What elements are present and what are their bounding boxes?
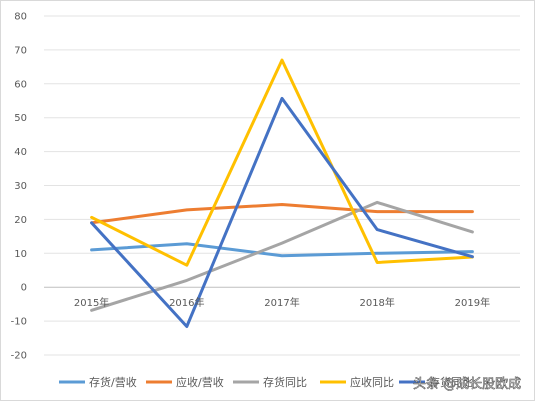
series-line-5 [90,96,474,328]
y-tick-label: 70 [14,45,27,56]
y-tick-label: 40 [14,147,27,158]
y-tick-label: 50 [14,113,27,124]
y-tick-label: -20 [11,351,27,362]
series-line-1 [90,242,474,258]
series-line-4 [90,58,474,267]
series-lines [90,58,474,328]
y-tick-label: 30 [14,181,27,192]
x-axis-category-labels: 2015年 2016年 2017年 2018年 2019年 [74,296,490,309]
y-tick-label: 20 [14,215,27,226]
gridlines [44,15,520,356]
x-category-label: 2017年 [264,296,299,309]
y-tick-label: 80 [14,12,27,23]
y-tick-label: 0 [21,283,27,294]
legend-label: 应收/营收 [176,375,224,389]
legend-label: 应收同比 [350,375,394,389]
x-category-label: 2015年 [74,296,109,309]
x-category-label: 2018年 [359,296,394,309]
y-tick-label: 60 [14,79,27,90]
legend: 存货/营收 应收/营收 存货同比 应收同比 存货同比 [59,375,473,389]
y-tick-label: -10 [11,317,27,328]
legend-label: 存货/营收 [89,375,137,389]
x-category-label: 2016年 [169,296,204,309]
y-axis-tick-labels: -20 -10 0 10 20 30 40 50 60 70 80 [11,12,27,362]
watermark-text: 头条 @成长股欧成 [413,376,521,392]
y-tick-label: 10 [14,249,27,260]
legend-label: 存货同比 [429,375,473,389]
x-category-label: 2019年 [455,296,490,309]
legend-label: 存货同比 [263,375,307,389]
